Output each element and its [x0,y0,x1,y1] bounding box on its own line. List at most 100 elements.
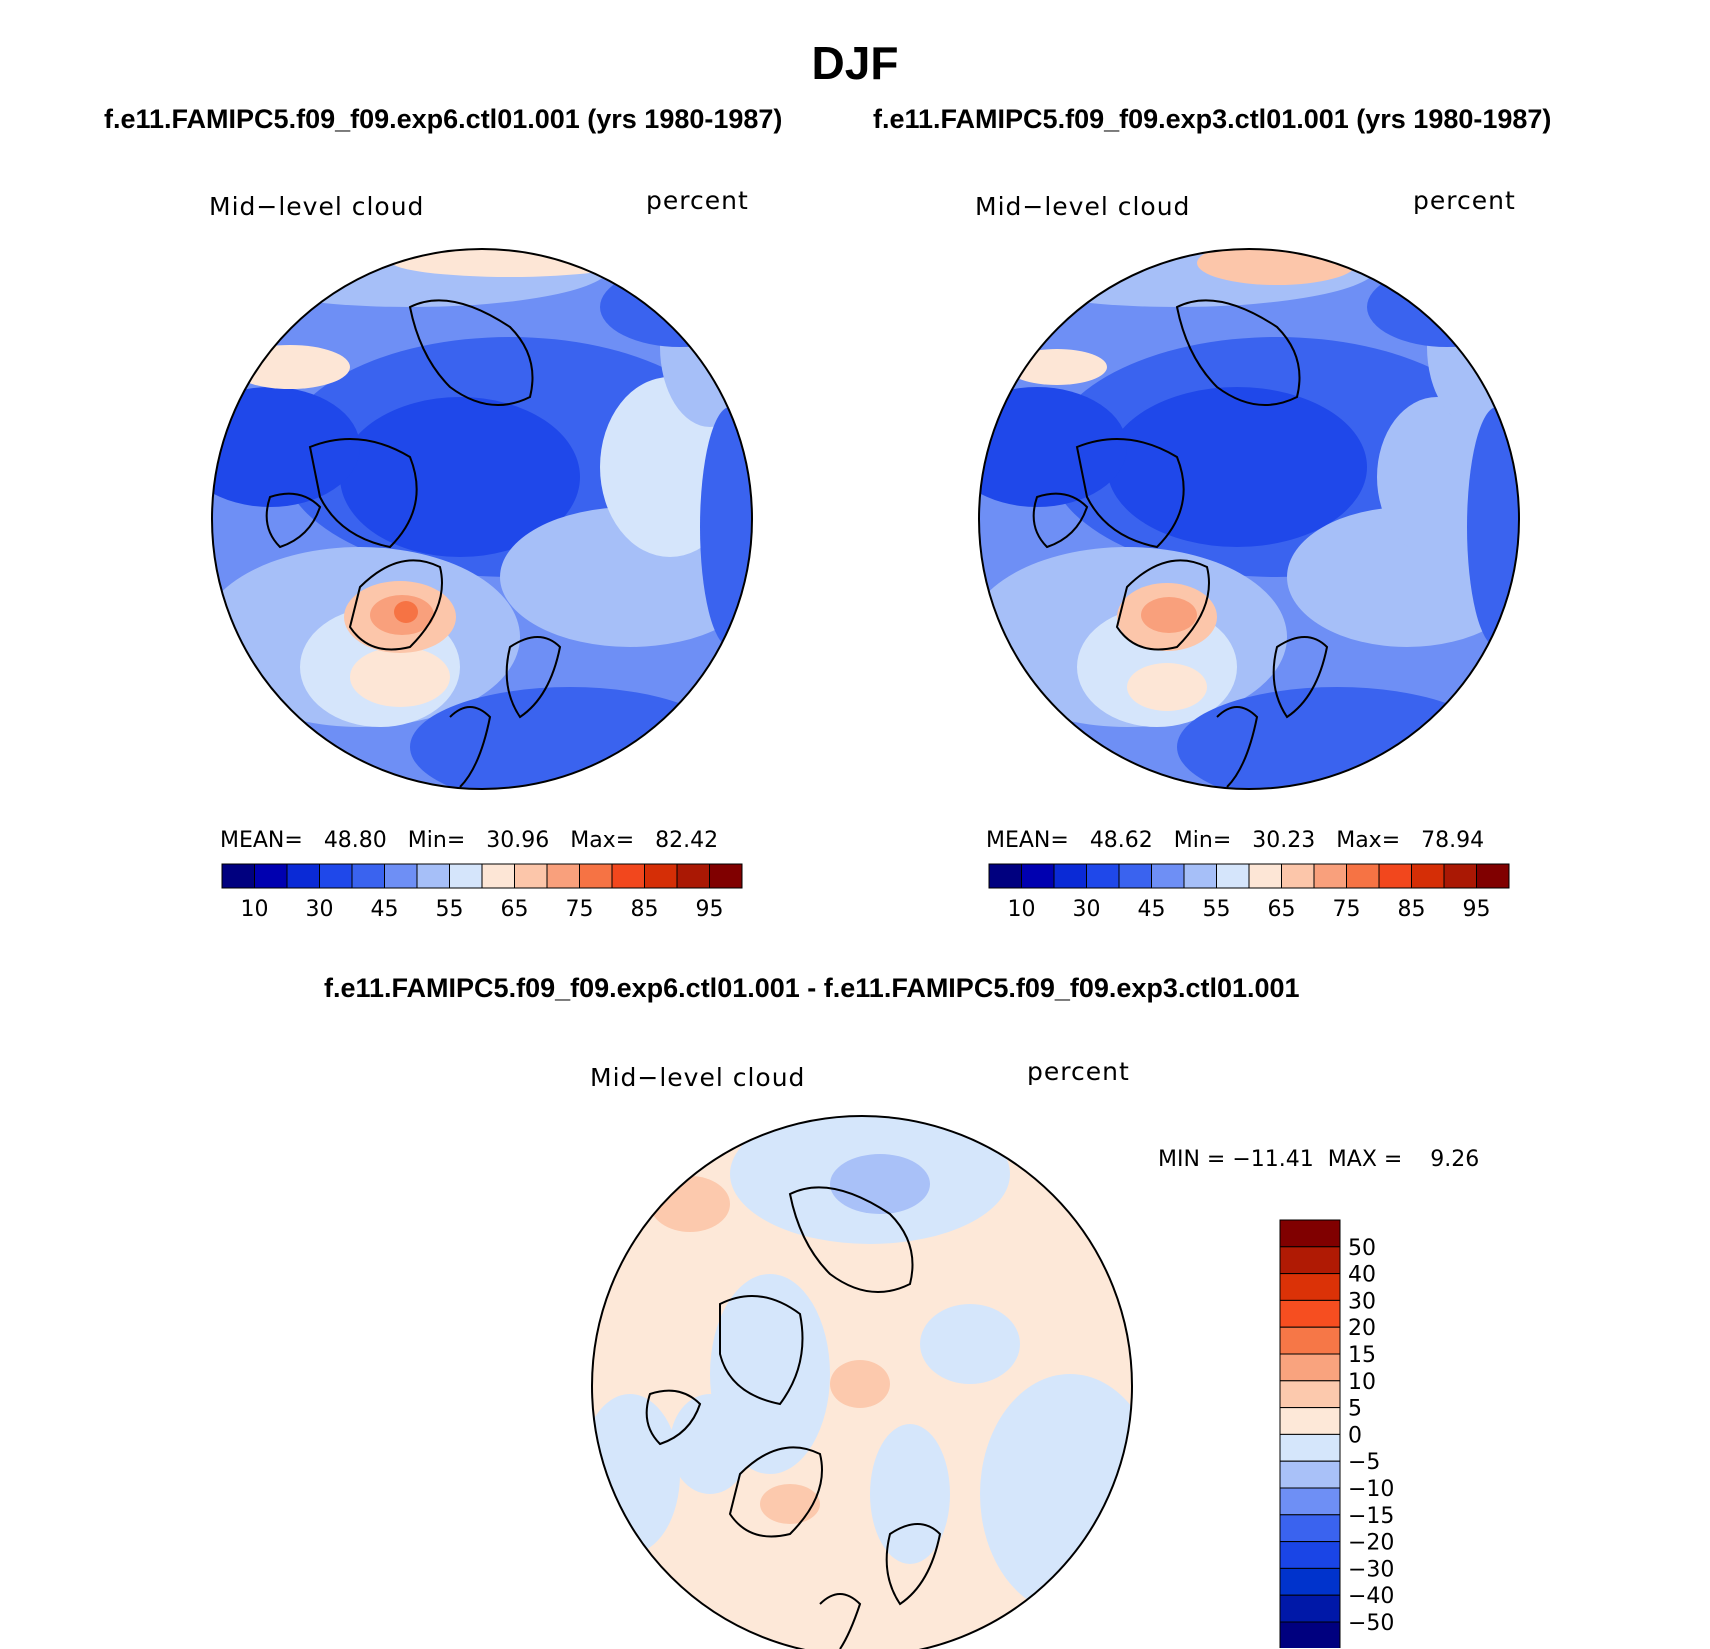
panel-1-colorbar-swatch [416,863,450,889]
panel-2-colorbar-swatch [1183,863,1217,889]
panel-2-variable-label: Mid−level cloud [975,192,1191,221]
difference-max-label: MAX = [1327,1147,1403,1172]
difference-colorbar-tick-label: −10 [1348,1477,1394,1502]
panel-1-stats: MEAN= 48.80 Min= 30.96 Max= 82.42 [220,828,718,853]
panel-1-units-label: percent [646,186,749,215]
difference-max-value: 9.26 [1430,1147,1480,1172]
panel-2-colorbar-swatch [1443,863,1477,889]
difference-variable-label: Mid−level cloud [590,1063,806,1092]
panel-2-colorbar-swatch [1378,863,1412,889]
panel-2-colorbar-swatch [1248,863,1282,889]
panel-1-colorbar-tick-label: 55 [436,897,464,922]
panel-2-stats: MEAN= 48.62 Min= 30.23 Max= 78.94 [986,828,1484,853]
panel-2-polar-map [978,248,1520,790]
panel-1-colorbar-swatch [254,863,288,889]
panel-1-colorbar-tick-label: 30 [306,897,334,922]
panel-1-colorbar-swatch [644,863,678,889]
panel-1-colorbar-swatch [384,863,418,889]
panel-2-colorbar-swatch [1411,863,1445,889]
panel-2-colorbar-swatch [1086,863,1120,889]
panel-2-colorbar-tick-label: 55 [1203,897,1231,922]
difference-colorbar-tick-label: 5 [1348,1397,1362,1422]
difference-colorbar-swatch [1279,1219,1341,1248]
panel-1-colorbar-swatch [514,863,548,889]
panel-1-min-value: 30.96 [486,828,550,853]
difference-colorbar-tick-label: 50 [1348,1236,1376,1261]
difference-colorbar-tick-label: −30 [1348,1557,1394,1582]
main-title: DJF [811,37,899,89]
difference-colorbar-tick-label: 20 [1348,1316,1376,1341]
panel-2-colorbar-swatch [1313,863,1347,889]
difference-colorbar-tick-label: 10 [1348,1370,1376,1395]
difference-colorbar-swatch [1279,1594,1341,1623]
difference-colorbar-swatch [1279,1407,1341,1435]
panel-1-colorbar: 10 30 45 55 65 75 85 95 [221,863,743,922]
panel-1-min-label: Min= [407,828,466,853]
panel-2-colorbar-swatch [1151,863,1185,889]
difference-colorbar-swatch [1279,1487,1341,1516]
panel-2-colorbar: 10 30 45 55 65 75 85 95 [988,863,1510,922]
difference-colorbar-tick-label: −15 [1348,1504,1394,1529]
panel-2-max-value: 78.94 [1421,828,1485,853]
panel-2-colorbar-tick-label: 30 [1073,897,1101,922]
panel-2-colorbar-swatch [988,863,1022,889]
difference-colorbar-swatch [1279,1353,1341,1382]
panel-1-colorbar-swatch [286,863,320,889]
panel-1-colorbar-tick-label: 75 [566,897,594,922]
difference-colorbar-tick-label: 40 [1348,1263,1376,1288]
panel-1-colorbar-swatch [481,863,515,889]
difference-colorbar-tick-label: 30 [1348,1289,1376,1314]
panel-2-max-label: Max= [1336,828,1401,853]
panel-1-colorbar-swatch [351,863,385,889]
panel-1-colorbar-tick-label: 95 [696,897,724,922]
panel-2-colorbar-swatch [1021,863,1055,889]
difference-colorbar-swatch [1279,1380,1341,1409]
difference-colorbar-swatch [1279,1514,1341,1543]
panel-2-colorbar-tick-label: 85 [1398,897,1426,922]
difference-colorbar-swatch [1279,1567,1341,1596]
panel-1-mean-value: 48.80 [323,828,387,853]
panel-2-colorbar-swatch [1346,863,1380,889]
panel-2-mean-label: MEAN= [986,828,1069,853]
difference-title: f.e11.FAMIPC5.f09_f09.exp6.ctl01.001 - f… [324,973,1300,1003]
panel-1-colorbar-tick-label: 10 [241,897,269,922]
panel-1-polar-map [211,248,753,790]
panel-2-colorbar-tick-label: 95 [1463,897,1491,922]
panel-1-colorbar-swatch [579,863,613,889]
difference-colorbar-tick-label: −5 [1348,1450,1380,1475]
panel-1-run-title: f.e11.FAMIPC5.f09_f09.exp6.ctl01.001 (yr… [104,104,783,134]
panel-1-colorbar-tick-label: 45 [371,897,399,922]
panel-1-colorbar-tick-label: 65 [501,897,529,922]
difference-colorbar-tick-label: 15 [1348,1343,1376,1368]
panel-1-colorbar-swatch [221,863,255,889]
panel-1-colorbar-swatch [546,863,580,889]
panel-1-max-value: 82.42 [655,828,719,853]
panel-2-mean-value: 48.62 [1089,828,1153,853]
panel-1-colorbar-swatch [676,863,710,889]
difference-colorbar-swatch [1279,1299,1341,1328]
difference-colorbar-tick-label: −40 [1348,1584,1394,1609]
panel-2-units-label: percent [1413,186,1516,215]
difference-colorbar-tick-label: −50 [1348,1611,1394,1636]
difference-colorbar-swatch [1279,1541,1341,1569]
panel-1-colorbar-tick-label: 85 [631,897,659,922]
panel-1-mean-label: MEAN= [220,828,303,853]
panel-2-colorbar-tick-label: 65 [1268,897,1296,922]
panel-1-colorbar-swatch [319,863,353,889]
difference-colorbar-tick-label: −20 [1348,1531,1394,1556]
difference-colorbar-swatch [1279,1621,1341,1648]
panel-2-colorbar-swatch [1216,863,1250,889]
difference-colorbar-swatch [1279,1460,1341,1489]
difference-colorbar-tick-label: 0 [1348,1423,1362,1448]
difference-colorbar-swatch [1279,1246,1341,1275]
difference-colorbar-swatch [1279,1326,1341,1355]
panel-1-variable-label: Mid−level cloud [209,192,425,221]
panel-1-max-label: Max= [570,828,635,853]
panel-2-colorbar-tick-label: 75 [1333,897,1361,922]
difference-min-label: MIN = [1158,1147,1226,1172]
panel-2-min-value: 30.23 [1252,828,1316,853]
difference-polar-map [591,1115,1133,1649]
panel-1-colorbar-swatch [611,863,645,889]
panel-2-run-title: f.e11.FAMIPC5.f09_f09.exp3.ctl01.001 (yr… [873,104,1552,134]
